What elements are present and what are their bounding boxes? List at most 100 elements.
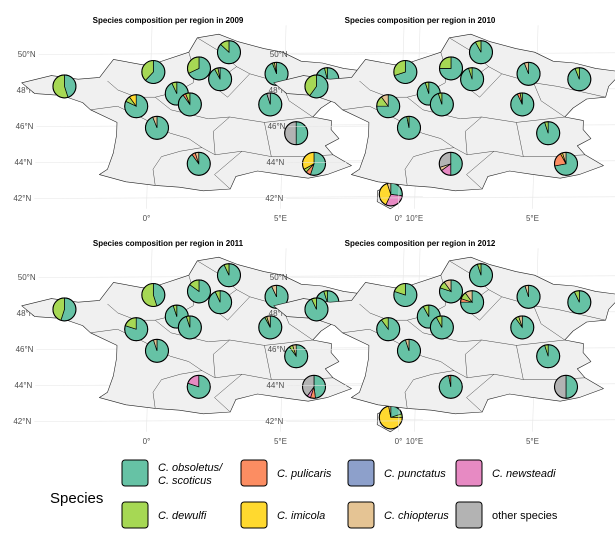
pie-outline <box>516 284 541 309</box>
legend-swatch <box>121 501 149 529</box>
map-panel-4: Species composition per region in 2012 42… <box>265 239 615 446</box>
region-border <box>212 116 230 155</box>
region-border <box>464 339 482 378</box>
pie-north <box>468 40 494 65</box>
legend-label: C. dewulfi <box>158 510 207 522</box>
pie-outline <box>144 115 170 140</box>
pie-lorraine <box>567 290 592 315</box>
y-tick-label: 50°N <box>270 273 288 282</box>
pie-midi-pyrenees <box>438 374 463 399</box>
pie-paca <box>553 374 579 399</box>
pie-outline <box>141 59 166 85</box>
pie-picardie <box>438 56 464 81</box>
pie-north <box>216 263 242 288</box>
legend-swatch <box>455 501 483 529</box>
y-tick-label: 42°N <box>265 417 283 426</box>
region-border <box>264 122 272 157</box>
region-border <box>214 151 243 190</box>
pie-paca <box>301 151 327 176</box>
pie-pays-loire <box>376 317 401 342</box>
y-tick-label: 48°N <box>17 309 35 318</box>
y-tick-label: 50°N <box>270 50 288 59</box>
pie-lorraine <box>567 67 592 92</box>
legend-item-chi: C. chiopterus <box>347 501 449 529</box>
pie-north <box>216 40 242 65</box>
legend-label: C. chiopterus <box>384 510 449 522</box>
pie-outline <box>186 56 212 81</box>
pie-centre <box>429 92 454 117</box>
gridline-lat <box>286 196 615 199</box>
pie-normandie <box>141 282 166 308</box>
gridline-lat <box>286 419 615 422</box>
y-tick-label: 44°N <box>14 158 32 167</box>
pie-outline <box>553 151 579 176</box>
legend: Species C. obsoletus/C. scoticus C. pulic… <box>50 459 558 529</box>
y-tick-label: 46°N <box>268 345 286 354</box>
pie-outline <box>301 151 327 176</box>
pie-outline <box>553 374 579 399</box>
pie-outline <box>177 315 202 340</box>
y-tick-label: 48°N <box>269 86 287 95</box>
pie-outline <box>52 297 77 322</box>
legend-swatch <box>347 501 375 529</box>
region-border <box>466 151 495 190</box>
legend-item-imi: C. imicola <box>240 501 325 529</box>
pie-outline <box>144 338 170 363</box>
legend-item-pul: C. pulicaris <box>240 459 332 487</box>
pie-normandie <box>141 59 166 85</box>
pie-picardie <box>186 56 212 81</box>
pie-poitou <box>144 338 170 363</box>
legend-swatch <box>455 459 483 487</box>
region-border <box>214 374 243 413</box>
pie-midi-pyrenees <box>186 374 211 399</box>
y-tick-label: 46°N <box>16 345 34 354</box>
legend-label: other species <box>492 510 558 522</box>
pie-outline <box>208 290 233 315</box>
pie-outline <box>567 67 592 92</box>
region-border <box>516 345 524 380</box>
legend-label: C. newsteadi <box>492 468 556 480</box>
legend-item-dew: C. dewulfi <box>121 501 207 529</box>
pie-outline <box>429 315 454 340</box>
pie-corse <box>378 182 403 207</box>
gridline-lat <box>34 419 423 422</box>
pie-idf <box>460 67 485 92</box>
legend-item-obs: C. obsoletus/C. scoticus <box>121 459 223 487</box>
pie-midi-pyrenees <box>438 151 463 176</box>
y-tick-label: 50°N <box>18 50 36 59</box>
pie-champagne <box>516 61 541 86</box>
map-panel-2: Species composition per region in 2010 42… <box>265 16 615 223</box>
pie-rhone-alpes <box>284 121 309 146</box>
pie-idf <box>460 290 485 315</box>
pie-bretagne <box>52 74 77 99</box>
pie-poitou <box>396 115 422 140</box>
y-tick-label: 42°N <box>265 194 283 203</box>
pie-outline <box>536 344 561 369</box>
region-border <box>404 370 454 409</box>
legend-title: Species <box>50 490 103 507</box>
y-tick-label: 46°N <box>16 122 34 131</box>
legend-label: C. pulicaris <box>277 468 332 480</box>
y-tick-label: 42°N <box>13 194 31 203</box>
pie-bourgogne <box>510 315 535 340</box>
region-border <box>152 147 202 186</box>
pie-pays-loire <box>124 317 149 342</box>
pie-rhone-alpes <box>536 344 561 369</box>
region-border <box>359 80 408 98</box>
legend-swatch <box>240 459 268 487</box>
pie-outline <box>438 279 464 304</box>
pie-outline <box>468 40 494 65</box>
pie-centre <box>177 315 202 340</box>
pie-paca <box>553 151 579 176</box>
pie-outline <box>52 74 77 99</box>
region-border <box>516 122 524 157</box>
pie-outline <box>141 282 166 308</box>
pie-poitou <box>396 338 422 363</box>
pie-champagne <box>516 284 541 309</box>
y-tick-label: 44°N <box>266 381 284 390</box>
pie-outline <box>301 374 327 399</box>
pie-bretagne <box>52 297 77 322</box>
x-tick-label: 5°E <box>274 214 287 223</box>
pie-outline <box>516 61 541 86</box>
